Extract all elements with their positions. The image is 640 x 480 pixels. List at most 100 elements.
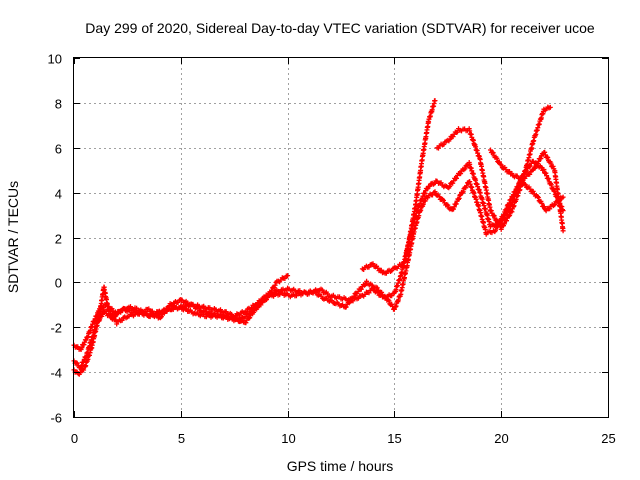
data-point bbox=[547, 206, 553, 212]
data-point bbox=[522, 182, 528, 187]
data-point bbox=[386, 298, 392, 304]
data-point bbox=[441, 142, 447, 147]
data-point bbox=[491, 213, 497, 219]
data-point bbox=[379, 289, 385, 295]
series-track-f bbox=[488, 147, 566, 234]
y-tick-label: 2 bbox=[55, 232, 62, 247]
x-tick-label: 10 bbox=[281, 431, 295, 446]
data-point bbox=[490, 150, 496, 156]
data-point bbox=[420, 201, 426, 207]
data-point bbox=[510, 192, 516, 198]
data-point bbox=[243, 320, 249, 326]
data-point bbox=[457, 192, 463, 198]
data-point bbox=[462, 166, 468, 172]
data-point bbox=[370, 261, 376, 267]
data-point bbox=[548, 160, 554, 166]
data-point bbox=[451, 204, 457, 210]
data-point bbox=[544, 173, 550, 179]
y-tick-label: 4 bbox=[55, 187, 62, 202]
data-point bbox=[260, 299, 265, 304]
data-point bbox=[535, 194, 540, 199]
data-point bbox=[269, 288, 275, 294]
data-point bbox=[488, 208, 494, 214]
data-point bbox=[547, 104, 553, 110]
data-point bbox=[506, 213, 512, 219]
data-point bbox=[498, 162, 504, 168]
data-point bbox=[343, 304, 349, 310]
x-tick-label: 25 bbox=[601, 431, 615, 446]
data-point bbox=[456, 196, 461, 202]
data-point bbox=[507, 212, 513, 218]
data-point bbox=[535, 195, 541, 200]
data-points bbox=[71, 98, 566, 377]
data-point bbox=[74, 360, 80, 366]
data-point bbox=[432, 98, 438, 104]
y-tick-label: 10 bbox=[48, 52, 62, 67]
data-point bbox=[460, 189, 466, 195]
data-point bbox=[542, 149, 548, 155]
data-point bbox=[114, 311, 120, 317]
data-point bbox=[351, 293, 357, 299]
x-tick-label: 20 bbox=[494, 431, 508, 446]
data-point bbox=[541, 167, 547, 172]
data-point bbox=[552, 202, 558, 208]
data-point bbox=[530, 188, 536, 194]
y-tick-label: 6 bbox=[55, 142, 62, 157]
data-point bbox=[453, 201, 459, 207]
data-point bbox=[527, 171, 533, 177]
data-point bbox=[369, 282, 375, 288]
data-point bbox=[422, 190, 428, 196]
data-point bbox=[83, 337, 89, 343]
x-tick-label: 15 bbox=[387, 431, 401, 446]
data-point bbox=[420, 193, 426, 199]
data-point bbox=[536, 158, 542, 164]
data-point bbox=[364, 278, 370, 284]
data-point bbox=[560, 228, 566, 234]
data-point bbox=[533, 164, 538, 170]
x-axis-label: GPS time / hours bbox=[287, 458, 394, 474]
data-point bbox=[498, 226, 504, 232]
chart-title: Day 299 of 2020, Sidereal Day-to-day VTE… bbox=[85, 20, 595, 36]
data-point bbox=[79, 345, 85, 351]
data-point bbox=[459, 190, 465, 196]
y-tick-label: -2 bbox=[50, 321, 62, 336]
data-point bbox=[432, 189, 438, 195]
data-point bbox=[107, 312, 113, 318]
data-point bbox=[545, 155, 551, 161]
data-point bbox=[552, 189, 558, 194]
data-point bbox=[119, 317, 125, 323]
data-point bbox=[272, 282, 278, 288]
data-point bbox=[546, 176, 552, 182]
data-point bbox=[456, 195, 462, 201]
grid bbox=[74, 58, 608, 417]
data-point bbox=[75, 344, 81, 350]
data-point bbox=[504, 206, 510, 212]
data-point bbox=[464, 183, 470, 189]
data-point bbox=[512, 189, 518, 195]
data-point bbox=[445, 202, 451, 208]
data-point bbox=[247, 311, 253, 317]
series-track-d bbox=[359, 98, 438, 276]
x-tick-label: 0 bbox=[71, 431, 78, 446]
data-point bbox=[508, 197, 514, 203]
series-track-b bbox=[71, 273, 291, 370]
plot-frame bbox=[73, 57, 609, 418]
data-point bbox=[252, 306, 257, 312]
data-point bbox=[494, 155, 500, 161]
data-point bbox=[97, 317, 103, 323]
data-point bbox=[81, 342, 87, 348]
data-point bbox=[541, 204, 547, 210]
data-point bbox=[109, 316, 115, 322]
series-track-e bbox=[434, 104, 553, 232]
data-point bbox=[543, 170, 549, 176]
data-point bbox=[436, 194, 442, 200]
data-point bbox=[447, 136, 453, 142]
series-track-a bbox=[71, 158, 566, 352]
data-point bbox=[319, 287, 325, 293]
data-point bbox=[246, 315, 252, 321]
data-point bbox=[237, 318, 243, 324]
data-point bbox=[285, 273, 291, 279]
data-point bbox=[454, 129, 460, 135]
